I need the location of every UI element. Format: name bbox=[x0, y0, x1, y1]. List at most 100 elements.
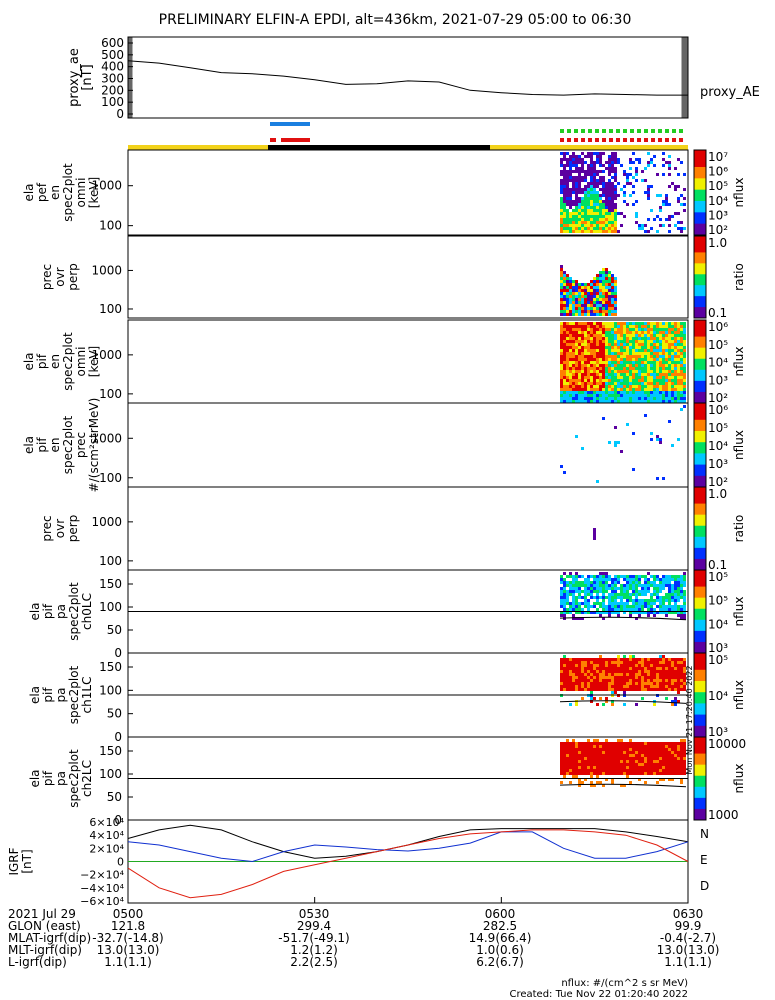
heatmap-cell bbox=[593, 161, 596, 164]
heatmap-cell bbox=[593, 391, 596, 394]
heatmap-cell bbox=[677, 599, 680, 602]
heatmap-cell bbox=[644, 167, 647, 170]
heatmap-cell bbox=[611, 221, 614, 224]
heatmap-cell bbox=[572, 349, 575, 352]
heatmap-cell bbox=[572, 322, 575, 325]
heatmap-cell bbox=[650, 602, 653, 605]
heatmap-cell bbox=[659, 655, 662, 658]
heatmap-cell bbox=[671, 325, 674, 328]
heatmap-cell bbox=[659, 599, 662, 602]
heatmap-cell bbox=[626, 388, 629, 391]
heatmap-cell bbox=[572, 661, 575, 664]
heatmap-cell bbox=[593, 382, 596, 385]
heatmap-cell bbox=[671, 766, 674, 769]
heatmap-cell bbox=[674, 679, 677, 682]
heatmap-cell bbox=[593, 280, 596, 283]
heatmap-cell bbox=[596, 590, 599, 593]
heatmap-cell bbox=[659, 224, 662, 227]
heatmap-cell bbox=[593, 283, 596, 286]
heatmap-cell bbox=[674, 349, 677, 352]
heatmap-cell bbox=[590, 298, 593, 301]
heatmap-cell bbox=[653, 337, 656, 340]
heatmap-cell bbox=[584, 221, 587, 224]
heatmap-cell bbox=[635, 212, 638, 215]
colorbar-step bbox=[694, 375, 706, 379]
heatmap-cell bbox=[602, 310, 605, 313]
heatmap-cell bbox=[677, 385, 680, 388]
heatmap-cell bbox=[605, 760, 608, 763]
heatmap-cell bbox=[677, 676, 680, 679]
heatmap-cell bbox=[623, 748, 626, 751]
colorbar-step bbox=[694, 481, 706, 485]
heatmap-cell bbox=[674, 754, 677, 757]
heatmap-cell bbox=[614, 370, 617, 373]
heatmap-cell bbox=[563, 218, 566, 221]
heatmap-cell bbox=[584, 757, 587, 760]
green-dot bbox=[651, 129, 655, 133]
y-axis-label: pa bbox=[54, 604, 68, 619]
heatmap-cell bbox=[665, 611, 668, 614]
heatmap-cell bbox=[581, 289, 584, 292]
heatmap-cell bbox=[575, 667, 578, 670]
heatmap-cell bbox=[638, 391, 641, 394]
heatmap-cell bbox=[578, 215, 581, 218]
heatmap-cell bbox=[581, 382, 584, 385]
heatmap-cell bbox=[560, 766, 563, 769]
heatmap-cell bbox=[569, 176, 572, 179]
heatmap-cell bbox=[635, 215, 638, 218]
heatmap-cell bbox=[608, 283, 611, 286]
heatmap-cell bbox=[632, 397, 635, 400]
heatmap-cell bbox=[626, 658, 629, 661]
heatmap-cell bbox=[578, 337, 581, 340]
heatmap-cell bbox=[659, 349, 662, 352]
heatmap-cell bbox=[656, 766, 659, 769]
footer-value: 0630 bbox=[673, 907, 704, 921]
heatmap-cell bbox=[566, 361, 569, 364]
heatmap-cell bbox=[614, 167, 617, 170]
heatmap-cell bbox=[644, 346, 647, 349]
colorbar-step bbox=[694, 301, 706, 305]
heatmap-cell bbox=[560, 277, 563, 280]
heatmap-cell bbox=[623, 170, 626, 173]
heatmap-cell bbox=[644, 325, 647, 328]
heatmap-cell bbox=[566, 667, 569, 670]
footer-value: -0.4(-2.7) bbox=[660, 931, 716, 945]
heatmap-cell bbox=[575, 581, 578, 584]
heatmap-cell bbox=[668, 385, 671, 388]
heatmap-cell bbox=[584, 298, 587, 301]
heatmap-cell bbox=[650, 664, 653, 667]
heatmap-cell bbox=[635, 179, 638, 182]
heatmap-cell bbox=[581, 298, 584, 301]
heatmap-cell bbox=[563, 367, 566, 370]
heatmap-cell bbox=[605, 664, 608, 667]
heatmap-cell bbox=[596, 664, 599, 667]
heatmap-cell bbox=[584, 301, 587, 304]
colorbar-frame bbox=[693, 235, 707, 319]
heatmap-cell bbox=[578, 349, 581, 352]
colorbar-step bbox=[694, 428, 706, 432]
heatmap-cell bbox=[566, 352, 569, 355]
heatmap-cell bbox=[584, 599, 587, 602]
heatmap-cell bbox=[647, 608, 650, 611]
heatmap-cell bbox=[620, 337, 623, 340]
heatmap-cell bbox=[608, 685, 611, 688]
heatmap-cell bbox=[596, 301, 599, 304]
heatmap-cell bbox=[620, 739, 623, 742]
heatmap-cell bbox=[575, 164, 578, 167]
heatmap-cell bbox=[602, 742, 605, 745]
heatmap-cell bbox=[572, 212, 575, 215]
heatmap-cell bbox=[659, 206, 662, 209]
heatmap-cell bbox=[578, 760, 581, 763]
heatmap-cell bbox=[596, 703, 599, 706]
colorbar-step bbox=[694, 509, 706, 513]
heatmap-cell bbox=[638, 340, 641, 343]
heatmap-cell bbox=[620, 322, 623, 325]
heatmap-cell bbox=[611, 778, 614, 781]
heatmap-cell bbox=[656, 388, 659, 391]
loss-cone-curve bbox=[559, 783, 687, 788]
heatmap-cell bbox=[569, 703, 572, 706]
heatmap-cell bbox=[560, 581, 563, 584]
heatmap-cell bbox=[611, 328, 614, 331]
heatmap-cell bbox=[593, 670, 596, 673]
heatmap-cell bbox=[653, 578, 656, 581]
